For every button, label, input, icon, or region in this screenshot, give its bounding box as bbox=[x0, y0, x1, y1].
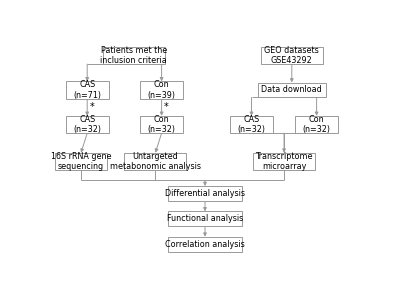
Text: Data download: Data download bbox=[262, 86, 322, 94]
Text: CAS
(n=32): CAS (n=32) bbox=[238, 115, 266, 134]
Text: CAS
(n=32): CAS (n=32) bbox=[73, 115, 101, 134]
FancyBboxPatch shape bbox=[66, 116, 109, 133]
Text: GEO datasets
GSE43292: GEO datasets GSE43292 bbox=[264, 46, 319, 65]
Text: *: * bbox=[90, 102, 94, 112]
FancyBboxPatch shape bbox=[261, 47, 323, 64]
FancyBboxPatch shape bbox=[140, 116, 183, 133]
FancyBboxPatch shape bbox=[140, 81, 183, 99]
FancyBboxPatch shape bbox=[103, 47, 165, 64]
FancyBboxPatch shape bbox=[230, 116, 273, 133]
FancyBboxPatch shape bbox=[124, 153, 186, 170]
FancyBboxPatch shape bbox=[295, 116, 338, 133]
FancyBboxPatch shape bbox=[168, 237, 242, 252]
FancyBboxPatch shape bbox=[55, 153, 107, 170]
FancyBboxPatch shape bbox=[168, 186, 242, 201]
Text: Patients met the
inclusion criteria: Patients met the inclusion criteria bbox=[100, 46, 167, 65]
Text: Transcriptome
microarray: Transcriptome microarray bbox=[255, 152, 313, 171]
FancyBboxPatch shape bbox=[258, 83, 326, 97]
Text: Con
(n=32): Con (n=32) bbox=[148, 115, 176, 134]
Text: Con
(n=32): Con (n=32) bbox=[303, 115, 331, 134]
Text: Differential analysis: Differential analysis bbox=[165, 189, 245, 198]
Text: CAS
(n=71): CAS (n=71) bbox=[73, 80, 101, 100]
Text: Correlation analysis: Correlation analysis bbox=[165, 240, 245, 249]
Text: *: * bbox=[164, 102, 169, 112]
Text: 16S rRNA gene
sequencing: 16S rRNA gene sequencing bbox=[51, 152, 111, 171]
Text: Con
(n=39): Con (n=39) bbox=[148, 80, 176, 100]
FancyBboxPatch shape bbox=[253, 153, 315, 170]
FancyBboxPatch shape bbox=[168, 211, 242, 226]
Text: Functional analysis: Functional analysis bbox=[167, 214, 243, 223]
FancyBboxPatch shape bbox=[66, 81, 109, 99]
Text: Untargeted
metabonomic analysis: Untargeted metabonomic analysis bbox=[110, 152, 201, 171]
